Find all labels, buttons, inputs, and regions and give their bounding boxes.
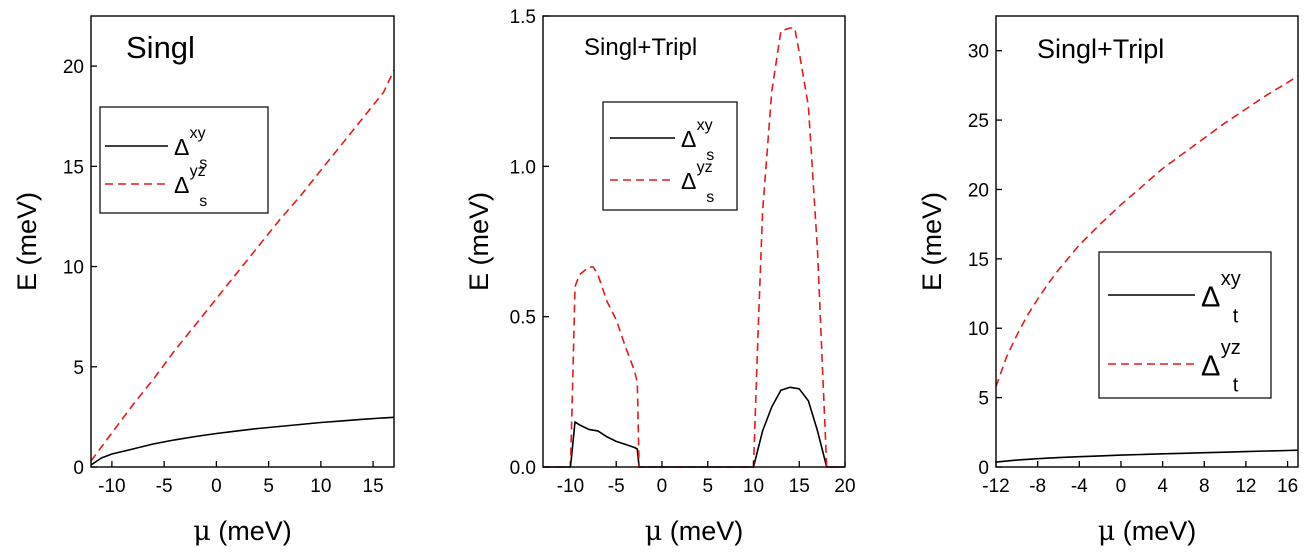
- panel-title: Singl: [126, 30, 195, 65]
- x-tick-label: -4: [1071, 476, 1088, 497]
- legend-subscript: s: [706, 147, 714, 164]
- x-tick-label: 12: [1235, 476, 1256, 497]
- x-axis-label: μ (meV): [645, 516, 744, 547]
- x-tick-label: 4: [1157, 476, 1168, 497]
- series-line-xy: [995, 449, 1299, 463]
- y-tick-label: 0.5: [510, 308, 536, 329]
- x-tick-label: 5: [702, 476, 713, 497]
- legend-subscript: s: [706, 189, 714, 206]
- x-tick-label: -10: [98, 476, 125, 497]
- panel-singl-tripl-middle: -10 -5 0 5 10 15 20 0.0 0.5 1.0 1.5 μ (meV) E (meV) S…: [464, 7, 856, 547]
- x-tick-label: -10: [557, 476, 584, 497]
- y-tick-label: 0: [978, 458, 989, 479]
- panel-singl-tripl-right: -12 -8 -4 0 4 8 12 16 0 5 10 15 20 25 30 μ (meV) E (meV)…: [917, 15, 1299, 547]
- x-axis-label: μ (meV): [1098, 516, 1197, 547]
- x-tick-label: 5: [263, 476, 274, 497]
- x-tick-label: 10: [310, 476, 331, 497]
- y-tick-label: 10: [63, 258, 84, 279]
- y-tick-label: 20: [968, 180, 989, 201]
- y-tick-label: 1.5: [510, 7, 536, 28]
- legend-subscript: s: [199, 155, 207, 172]
- legend-label-xy: Δ: [174, 134, 189, 160]
- y-tick-label: 0.0: [510, 458, 536, 479]
- y-axis-label: E (meV): [917, 192, 947, 291]
- x-tick-label: 15: [363, 476, 384, 497]
- legend-subscript: s: [199, 193, 207, 210]
- x-tick-label: -12: [982, 476, 1009, 497]
- x-tick-label: 0: [1116, 476, 1127, 497]
- series-line-xy: [543, 386, 845, 468]
- legend-label-yz: Δ: [681, 168, 696, 194]
- x-tick-label: -5: [608, 476, 625, 497]
- legend-subscript: t: [1233, 375, 1239, 397]
- legend-superscript: xy: [1221, 268, 1241, 290]
- x-tick-label: -5: [156, 476, 173, 497]
- y-tick-label: 0: [73, 458, 84, 479]
- legend-superscript: yz: [697, 159, 713, 176]
- y-axis-label: E (meV): [12, 192, 42, 291]
- legend-label-yz: Δ: [1201, 351, 1220, 383]
- y-tick-label: 25: [968, 111, 989, 132]
- y-tick-label: 15: [63, 157, 84, 178]
- plot-frame: [90, 15, 395, 468]
- series-line-yz: [90, 69, 395, 462]
- y-tick-label: 5: [73, 358, 84, 379]
- y-tick-label: 5: [978, 389, 989, 410]
- x-tick-label: 15: [789, 476, 810, 497]
- legend-superscript: xy: [697, 117, 713, 134]
- panel-singl: -10 -5 0 5 10 15 0 5 10 15 20 μ (meV) E (meV) Singl Δx…: [12, 15, 395, 547]
- x-tick-label: 8: [1199, 476, 1210, 497]
- x-tick-label: -8: [1029, 476, 1046, 497]
- x-tick-label: 0: [657, 476, 668, 497]
- y-tick-label: 10: [968, 319, 989, 340]
- series-line-yz: [995, 75, 1299, 387]
- legend-box: [602, 101, 738, 211]
- legend-label-xy: Δ: [681, 126, 696, 152]
- legend-subscript: t: [1233, 306, 1239, 328]
- y-tick-label: 30: [968, 42, 989, 63]
- legend-superscript: xy: [190, 125, 206, 142]
- panel-title: Singl+Tripl: [1037, 34, 1164, 64]
- legend-superscript: yz: [1221, 337, 1241, 359]
- y-tick-label: 1.0: [510, 157, 536, 178]
- series-line-xy: [90, 416, 395, 466]
- x-tick-label: 0: [211, 476, 222, 497]
- legend-label-xy: Δ: [1201, 282, 1220, 314]
- series-line-yz: [543, 27, 845, 468]
- plot-frame: [995, 15, 1299, 468]
- x-tick-label: 10: [743, 476, 764, 497]
- y-axis-label: E (meV): [464, 192, 494, 291]
- legend-box: [99, 106, 269, 214]
- x-axis-label: μ (meV): [193, 516, 292, 547]
- x-tick-label: 16: [1277, 476, 1298, 497]
- panel-title: Singl+Tripl: [584, 34, 697, 61]
- legend-superscript: yz: [190, 163, 206, 180]
- legend-box: [1098, 251, 1272, 399]
- y-tick-label: 15: [968, 250, 989, 271]
- x-tick-label: 20: [834, 476, 855, 497]
- legend-label-yz: Δ: [174, 172, 189, 198]
- plot-frame: [542, 15, 846, 468]
- y-tick-label: 20: [63, 57, 84, 78]
